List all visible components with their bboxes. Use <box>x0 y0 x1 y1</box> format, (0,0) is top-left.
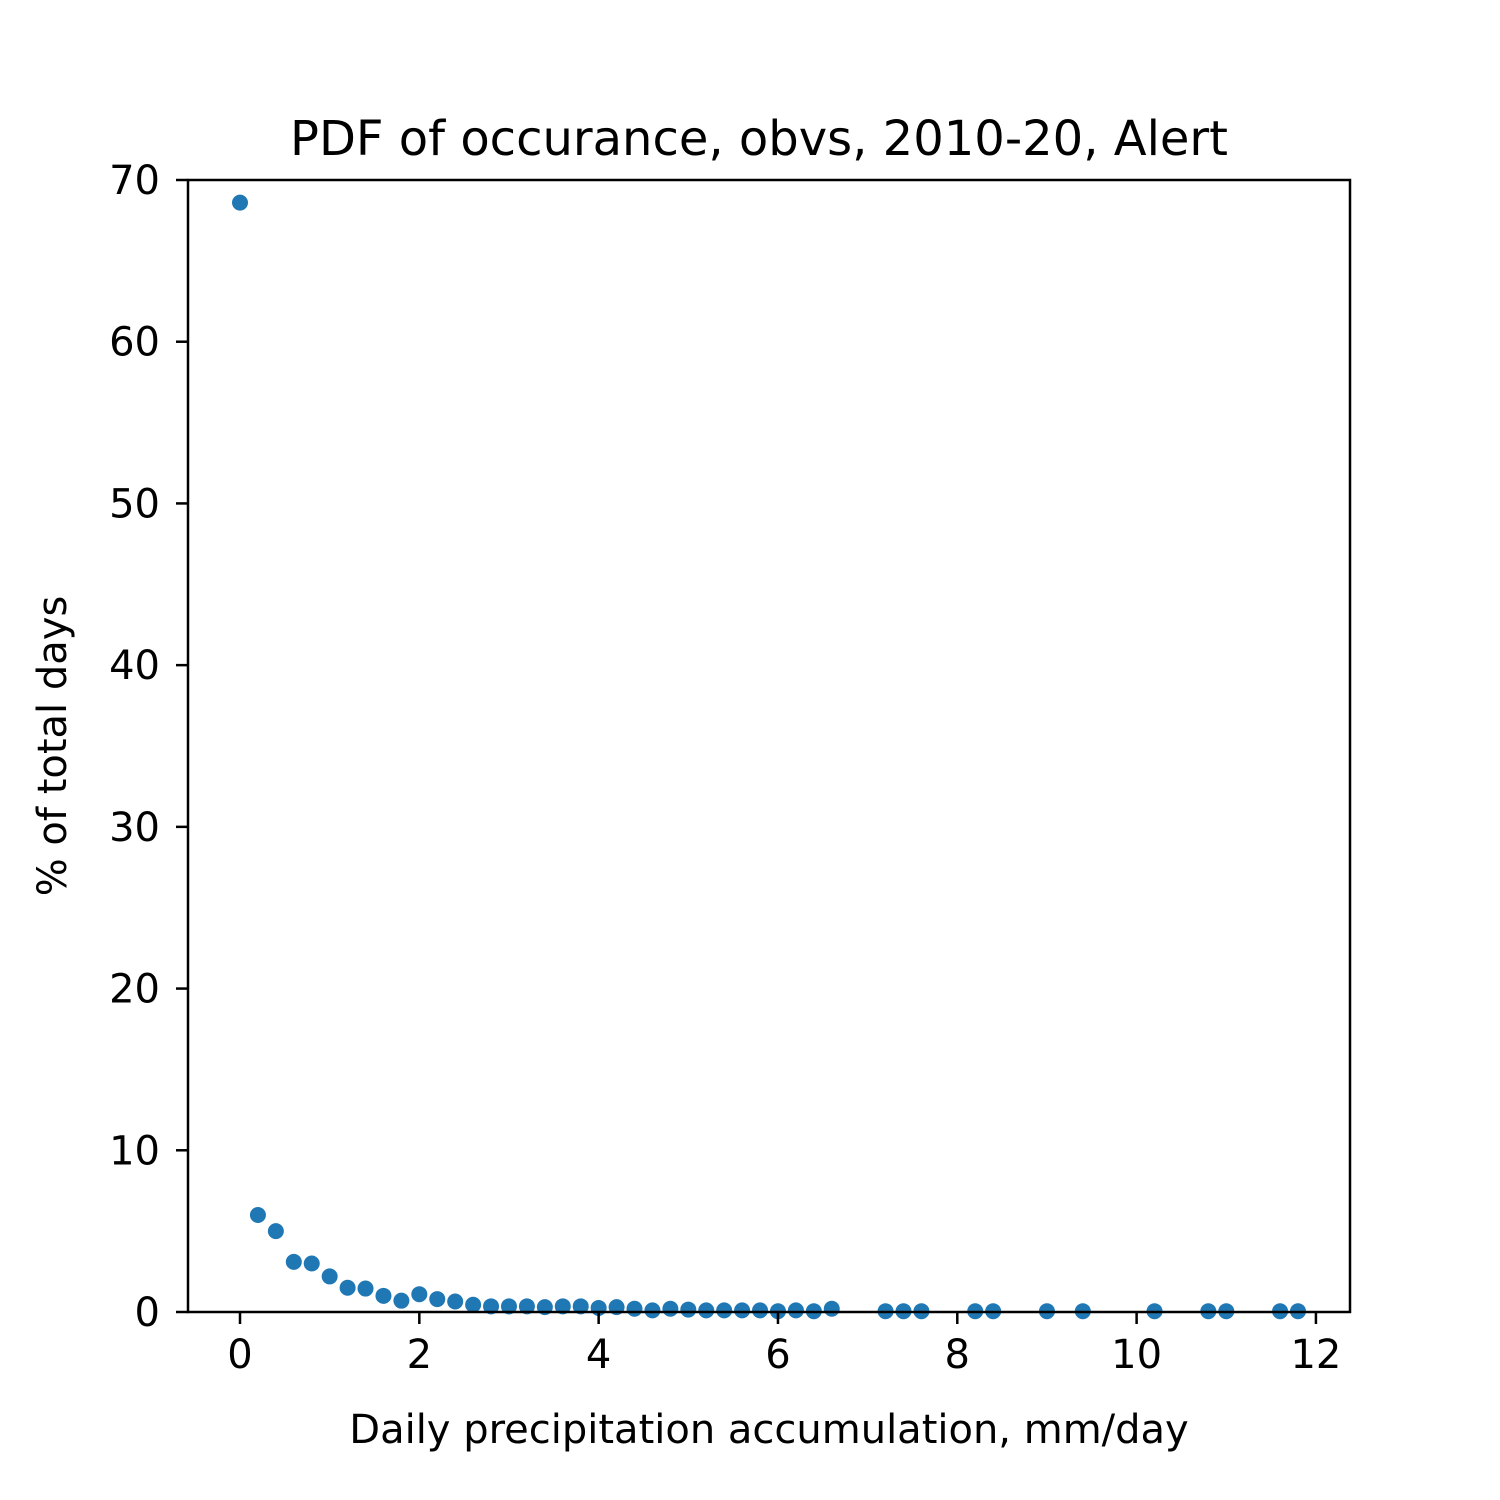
chart-title: PDF of occurance, obvs, 2010-20, Alert <box>290 111 1228 167</box>
data-point <box>357 1280 374 1297</box>
data-point <box>375 1287 392 1304</box>
data-point <box>393 1292 410 1309</box>
data-point <box>232 194 249 211</box>
data-point <box>411 1286 428 1303</box>
data-point <box>321 1268 338 1285</box>
x-tick-label: 2 <box>407 1332 432 1378</box>
data-point <box>267 1223 284 1240</box>
data-point <box>734 1302 751 1319</box>
data-point <box>249 1206 266 1223</box>
data-point <box>483 1298 500 1315</box>
data-points <box>232 194 1306 1320</box>
data-point <box>787 1302 804 1319</box>
y-tick-label: 0 <box>135 1290 160 1336</box>
data-point <box>716 1302 733 1319</box>
data-point <box>662 1300 679 1317</box>
y-tick-label: 10 <box>109 1128 160 1174</box>
x-tick-label: 12 <box>1290 1332 1341 1378</box>
x-tick-label: 6 <box>765 1332 790 1378</box>
x-tick-label: 8 <box>945 1332 970 1378</box>
plot-frame <box>186 178 1352 1314</box>
data-point <box>680 1301 697 1318</box>
x-tick-label: 10 <box>1111 1332 1162 1378</box>
y-tick-label: 70 <box>109 158 160 204</box>
data-point <box>518 1298 535 1315</box>
data-point <box>285 1253 302 1270</box>
data-point <box>429 1291 446 1308</box>
data-point <box>465 1296 482 1313</box>
axis-ticks: 0 2 4 6 8 10 12 0 10 20 30 40 50 60 70 <box>109 158 1341 1378</box>
data-point <box>303 1255 320 1272</box>
data-point <box>752 1302 769 1319</box>
y-tick-label: 20 <box>109 967 160 1013</box>
y-tick-label: 60 <box>109 320 160 366</box>
y-axis-label: % of total days <box>30 596 76 897</box>
x-tick-label: 4 <box>586 1332 611 1378</box>
y-tick-label: 40 <box>109 643 160 689</box>
data-point <box>554 1298 571 1315</box>
x-axis-label: Daily precipitation accumulation, mm/day <box>349 1407 1188 1453</box>
data-point <box>823 1300 840 1317</box>
data-point <box>698 1302 715 1319</box>
data-point <box>339 1279 356 1296</box>
data-point <box>626 1300 643 1317</box>
data-point <box>572 1298 589 1315</box>
y-tick-label: 50 <box>109 481 160 527</box>
data-point <box>500 1298 517 1315</box>
data-point <box>644 1302 661 1319</box>
data-point <box>447 1293 464 1310</box>
y-tick-label: 30 <box>109 805 160 851</box>
x-tick-label: 0 <box>227 1332 252 1378</box>
